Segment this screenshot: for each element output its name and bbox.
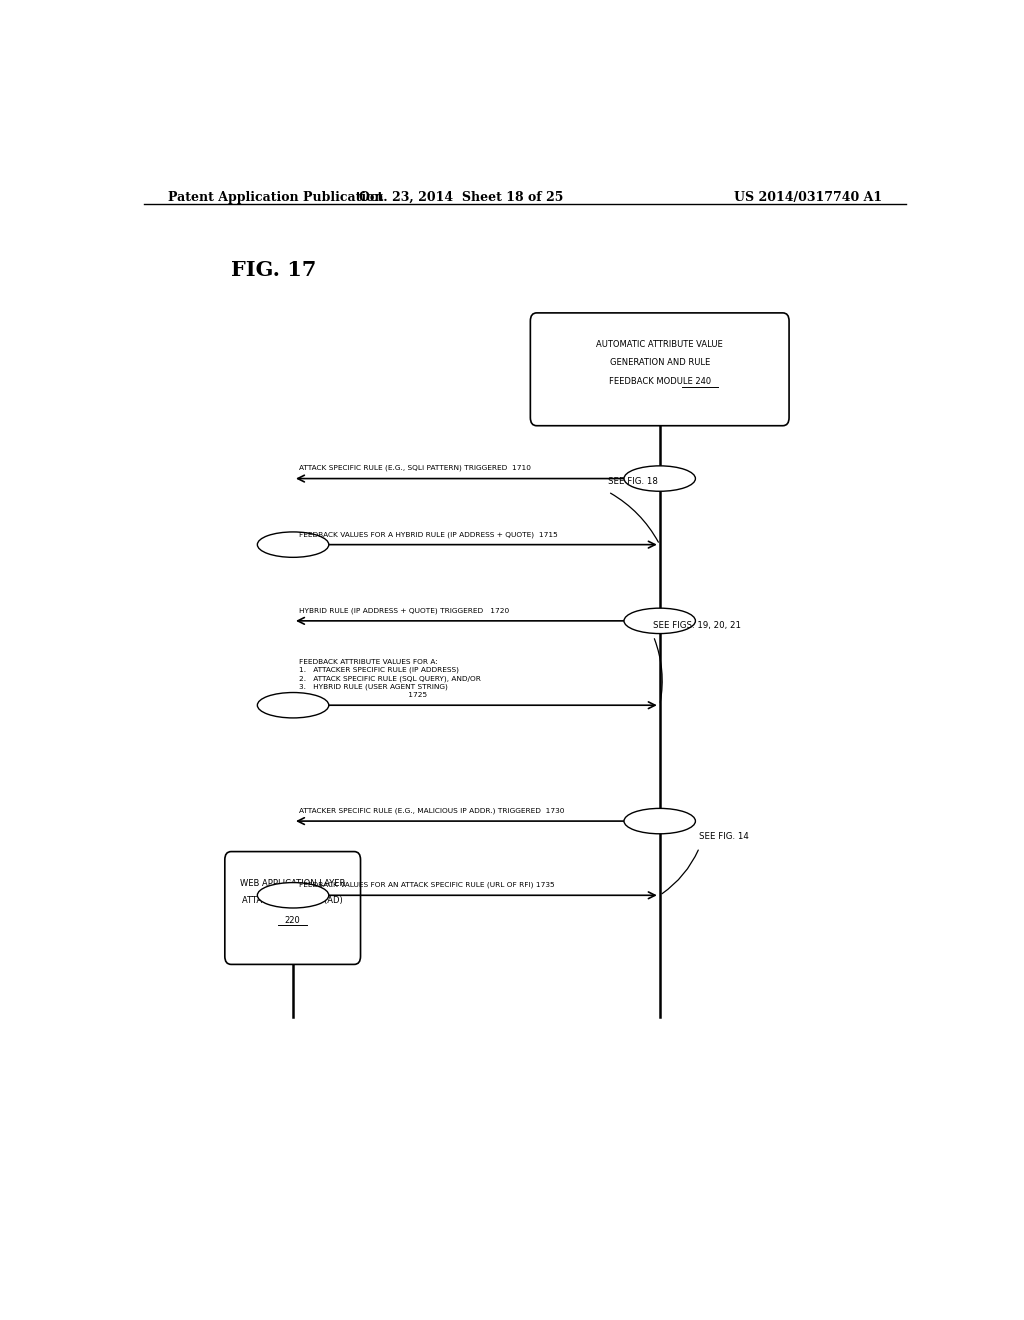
- Text: HYBRID RULE (IP ADDRESS + QUOTE) TRIGGERED   1720: HYBRID RULE (IP ADDRESS + QUOTE) TRIGGER…: [299, 607, 509, 614]
- Text: US 2014/0317740 A1: US 2014/0317740 A1: [734, 191, 882, 203]
- Text: Oct. 23, 2014  Sheet 18 of 25: Oct. 23, 2014 Sheet 18 of 25: [359, 191, 563, 203]
- Ellipse shape: [624, 609, 695, 634]
- Text: GENERATION AND RULE: GENERATION AND RULE: [609, 358, 710, 367]
- Text: FEEDBACK VALUES FOR AN ATTACK SPECIFIC RULE (URL OF RFI) 1735: FEEDBACK VALUES FOR AN ATTACK SPECIFIC R…: [299, 882, 554, 888]
- Ellipse shape: [624, 466, 695, 491]
- Text: FIG. 17: FIG. 17: [231, 260, 316, 280]
- Ellipse shape: [257, 693, 329, 718]
- Text: AUTOMATIC ATTRIBUTE VALUE: AUTOMATIC ATTRIBUTE VALUE: [596, 341, 723, 350]
- Text: ATTACK DETECTOR (AD): ATTACK DETECTOR (AD): [243, 896, 343, 906]
- Text: FEEDBACK MODULE 240: FEEDBACK MODULE 240: [608, 378, 711, 385]
- Text: 220: 220: [285, 916, 301, 925]
- Text: ATTACKER SPECIFIC RULE (E.G., MALICIOUS IP ADDR.) TRIGGERED  1730: ATTACKER SPECIFIC RULE (E.G., MALICIOUS …: [299, 808, 564, 814]
- Text: SEE FIG. 14: SEE FIG. 14: [699, 833, 750, 841]
- Text: SEE FIGS. 19, 20, 21: SEE FIGS. 19, 20, 21: [653, 620, 741, 630]
- Text: ATTACK SPECIFIC RULE (E.G., SQLi PATTERN) TRIGGERED  1710: ATTACK SPECIFIC RULE (E.G., SQLi PATTERN…: [299, 465, 530, 471]
- FancyBboxPatch shape: [225, 851, 360, 965]
- Ellipse shape: [257, 532, 329, 557]
- Text: FEEDBACK VALUES FOR A HYBRID RULE (IP ADDRESS + QUOTE)  1715: FEEDBACK VALUES FOR A HYBRID RULE (IP AD…: [299, 531, 557, 537]
- Ellipse shape: [257, 883, 329, 908]
- Text: SEE FIG. 18: SEE FIG. 18: [608, 477, 658, 486]
- Text: Patent Application Publication: Patent Application Publication: [168, 191, 383, 203]
- FancyBboxPatch shape: [530, 313, 790, 426]
- Text: WEB APPLICATION LAYER: WEB APPLICATION LAYER: [240, 879, 345, 888]
- Text: FEEDBACK ATTRIBUTE VALUES FOR A:
1.   ATTACKER SPECIFIC RULE (IP ADDRESS)
2.   A: FEEDBACK ATTRIBUTE VALUES FOR A: 1. ATTA…: [299, 659, 480, 698]
- Ellipse shape: [624, 808, 695, 834]
